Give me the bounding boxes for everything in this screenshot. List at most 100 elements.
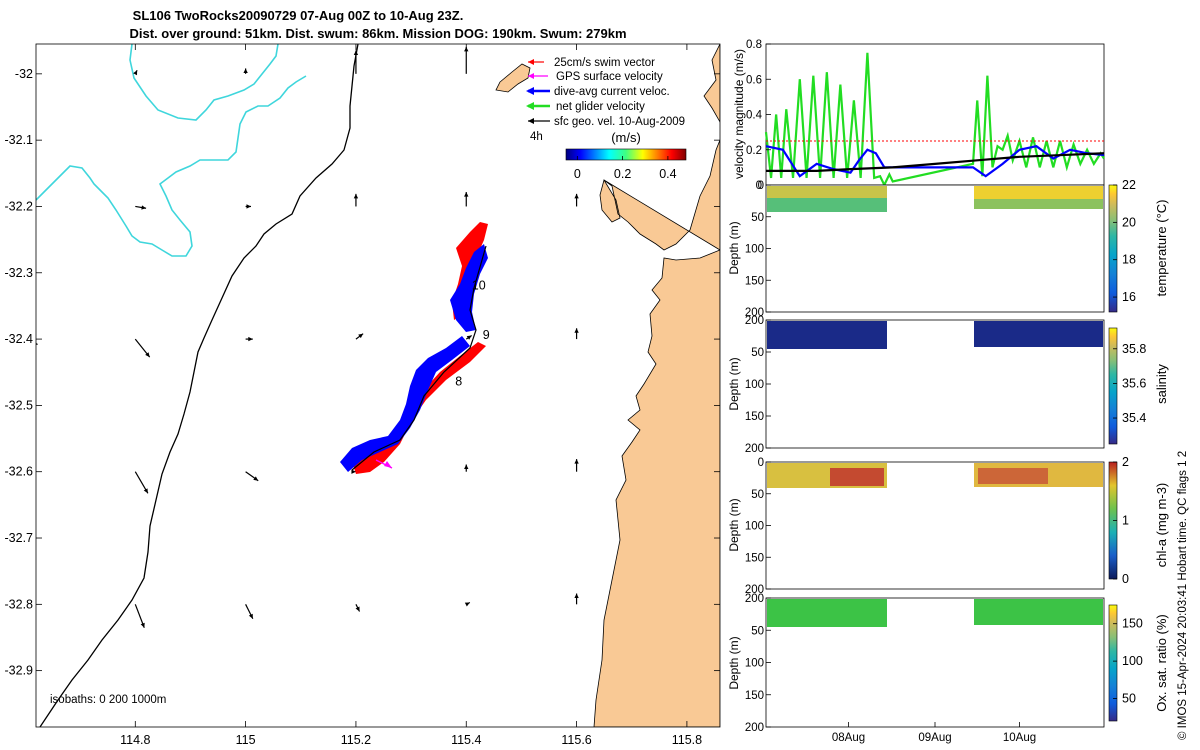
colorbar-tick-label: 35.4 bbox=[1122, 411, 1146, 425]
colorbar-tick-label: 50 bbox=[1122, 692, 1136, 706]
map-xtick-label: 114.8 bbox=[120, 733, 150, 747]
temperature-colorbar-label: temperature (°C) bbox=[1154, 200, 1169, 297]
map-xtick-label: 115.8 bbox=[672, 733, 702, 747]
map-ytick-label: -32.7 bbox=[5, 531, 34, 545]
legend-label-swim: 25cm/s swim vector bbox=[554, 57, 655, 69]
salinity-colorbar-label: salinity bbox=[1154, 364, 1169, 404]
geo-vector-head bbox=[464, 464, 469, 470]
depth-ytick-label: 200 bbox=[745, 443, 764, 455]
chlorophyll-data-block-1-hot bbox=[830, 468, 884, 486]
colorbar-tick-label: 0 bbox=[1122, 572, 1129, 586]
legend-arrow-net-head bbox=[526, 102, 534, 110]
legend-label-gps: GPS surface velocity bbox=[556, 71, 663, 83]
temperature-data-block-2 bbox=[974, 186, 1103, 199]
map-ytick-label: -32.2 bbox=[5, 199, 34, 213]
geo-vector-head bbox=[248, 613, 253, 619]
geo-vector-head bbox=[140, 622, 145, 628]
temperature-colorbar bbox=[1108, 184, 1118, 313]
oxygen-xtick-label: 09Aug bbox=[918, 732, 951, 744]
velocity-ytick-label: 0 bbox=[756, 180, 762, 192]
map-xtick-label: 115.6 bbox=[561, 733, 591, 747]
chlorophyll-panel: 0 50 100 150 200 Depth (m) 0 1 2 chl-a (mg m-3… bbox=[727, 455, 1169, 596]
velocity-ytick-label: 0.2 bbox=[746, 145, 762, 157]
depth-ytick-label: 50 bbox=[751, 212, 764, 224]
speed-colorbar-tick-label: 0.2 bbox=[614, 167, 631, 181]
salinity-data-block-2 bbox=[974, 321, 1103, 347]
colorbar-tick-label: 16 bbox=[1122, 290, 1136, 304]
colorbar-tick-label: 1 bbox=[1122, 514, 1129, 528]
waypoint-label: 10 bbox=[472, 278, 486, 292]
geo-vector-head bbox=[141, 205, 147, 210]
geo-vector-head bbox=[133, 70, 138, 76]
map-frame bbox=[35, 43, 721, 728]
geo-vector-head bbox=[353, 50, 359, 55]
legend-label-dive: dive-avg current veloc. bbox=[554, 86, 670, 98]
map-legend: 25cm/s swim vector GPS surface velocity … bbox=[526, 57, 685, 143]
legend-arrow-swim-head bbox=[528, 59, 534, 65]
oxygen-data-block-2 bbox=[974, 599, 1103, 625]
colorbar-tick-label: 100 bbox=[1122, 654, 1143, 668]
velocity-series-line bbox=[764, 52, 1105, 188]
depth-ytick-label: 150 bbox=[745, 690, 764, 702]
map-plot: 10 9 8 114.8 115 115.2 115.4 115.6 115.8 -32 -32.… bbox=[5, 43, 721, 747]
temperature-ylabel: Depth (m) bbox=[727, 221, 741, 274]
depth-ytick-label: 100 bbox=[745, 379, 764, 391]
legend-time-label: 4h bbox=[530, 131, 543, 143]
chlorophyll-colorbar-label: chl-a (mg m-3) bbox=[1154, 483, 1169, 568]
colorbar-tick-label: 22 bbox=[1122, 178, 1136, 192]
map-ytick-label: -32.1 bbox=[5, 133, 34, 147]
depth-ytick-label: 50 bbox=[751, 347, 764, 359]
depth-ytick-label: 150 bbox=[745, 552, 764, 564]
map-ytick-label: -32.8 bbox=[5, 597, 34, 611]
velocity-ylabel: velocity magnitude (m/s) bbox=[732, 49, 746, 179]
depth-ytick-label: 200 bbox=[745, 722, 764, 734]
depth-ytick-label: 200 bbox=[745, 593, 764, 605]
geo-vector-head bbox=[355, 606, 360, 612]
depth-ytick-label: 150 bbox=[745, 275, 764, 287]
oxygen-data-block-1 bbox=[767, 599, 887, 627]
depth-ytick-label: 100 bbox=[745, 244, 764, 256]
depth-ytick-label: 150 bbox=[745, 411, 764, 423]
isobath-0m bbox=[36, 44, 307, 257]
legend-label-net: net glider velocity bbox=[556, 101, 645, 113]
map-ytick-label: -32.4 bbox=[5, 332, 34, 346]
geo-vector-head bbox=[574, 328, 579, 333]
depth-ytick-label: 0 bbox=[758, 457, 764, 469]
oxygen-colorbar bbox=[1108, 604, 1118, 722]
legend-arrow-geo-head bbox=[528, 118, 534, 124]
velocity-ytick-label: 0.8 bbox=[746, 39, 762, 51]
footer-credit: © IMOS 15-Apr-2024 20:03:41 Hobart time.… bbox=[1177, 451, 1189, 740]
velocity-axes bbox=[765, 43, 1105, 186]
geo-vector-head bbox=[248, 336, 253, 342]
title-line-1: SL106 TwoRocks20090729 07-Aug 00Z to 10-… bbox=[133, 8, 464, 23]
geo-vector-head bbox=[143, 488, 148, 494]
speed-colorbar-label: (m/s) bbox=[611, 130, 641, 145]
legend-label-geo: sfc geo. vel. 10-Aug-2009 bbox=[554, 116, 685, 128]
waypoint-label: 9 bbox=[483, 328, 490, 342]
geo-vector-head bbox=[351, 469, 356, 474]
land-mass bbox=[495, 44, 720, 727]
oxygen-colorbar-label: Ox. sat. ratio (%) bbox=[1154, 614, 1169, 712]
velocity-series-line bbox=[766, 152, 1105, 172]
geo-vector-head bbox=[246, 204, 252, 209]
geo-vector-head bbox=[464, 602, 470, 607]
geo-vector-head bbox=[358, 333, 364, 339]
map-ytick-label: -32.6 bbox=[5, 465, 34, 479]
speed-colorbar: (m/s) 0 0.2 0.4 bbox=[565, 130, 687, 181]
map-ytick-label: -32 bbox=[15, 67, 33, 81]
depth-ytick-label: 200 bbox=[745, 307, 764, 319]
glider-track bbox=[340, 222, 488, 474]
geo-vector-head bbox=[243, 68, 248, 73]
salinity-colorbar bbox=[1108, 327, 1118, 445]
geo-vector-head bbox=[574, 459, 579, 464]
map-xtick-label: 115 bbox=[236, 733, 256, 747]
depth-ytick-label: 0 bbox=[758, 180, 764, 192]
colorbar-tick-label: 35.8 bbox=[1122, 342, 1146, 356]
oxygen-panel: 200 50 100 150 200 Depth (m) 50 100 150 Ox. sa… bbox=[727, 593, 1169, 744]
geo-vector-head bbox=[574, 193, 579, 199]
map-ytick-label: -32.9 bbox=[5, 664, 34, 678]
legend-arrow-dive-head bbox=[526, 87, 534, 95]
depth-ytick-label: 200 bbox=[745, 315, 764, 327]
depth-ytick-label: 50 bbox=[751, 625, 764, 637]
